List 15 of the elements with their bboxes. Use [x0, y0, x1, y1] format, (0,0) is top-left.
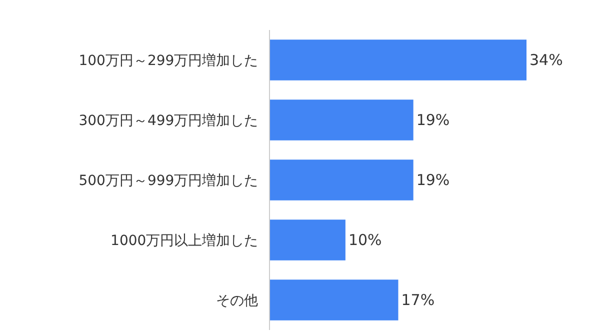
bar: [270, 220, 346, 260]
data-label: 10%: [348, 231, 382, 249]
data-label: 19%: [416, 111, 450, 129]
y-tick-label: 100万円～299万円増加した: [78, 52, 258, 69]
bar: [270, 40, 526, 80]
y-tick-label: 1000万円以上増加した: [110, 232, 258, 249]
bar: [270, 100, 414, 140]
bar: [270, 280, 398, 320]
data-label: 17%: [401, 291, 435, 309]
data-label: 34%: [530, 51, 563, 69]
y-tick-label: 300万円～499万円増加した: [78, 112, 258, 129]
bar: [270, 160, 414, 200]
y-tick-label: 500万円～999万円増加した: [78, 172, 258, 189]
y-tick-label: その他: [216, 292, 258, 309]
data-label: 19%: [416, 171, 450, 189]
